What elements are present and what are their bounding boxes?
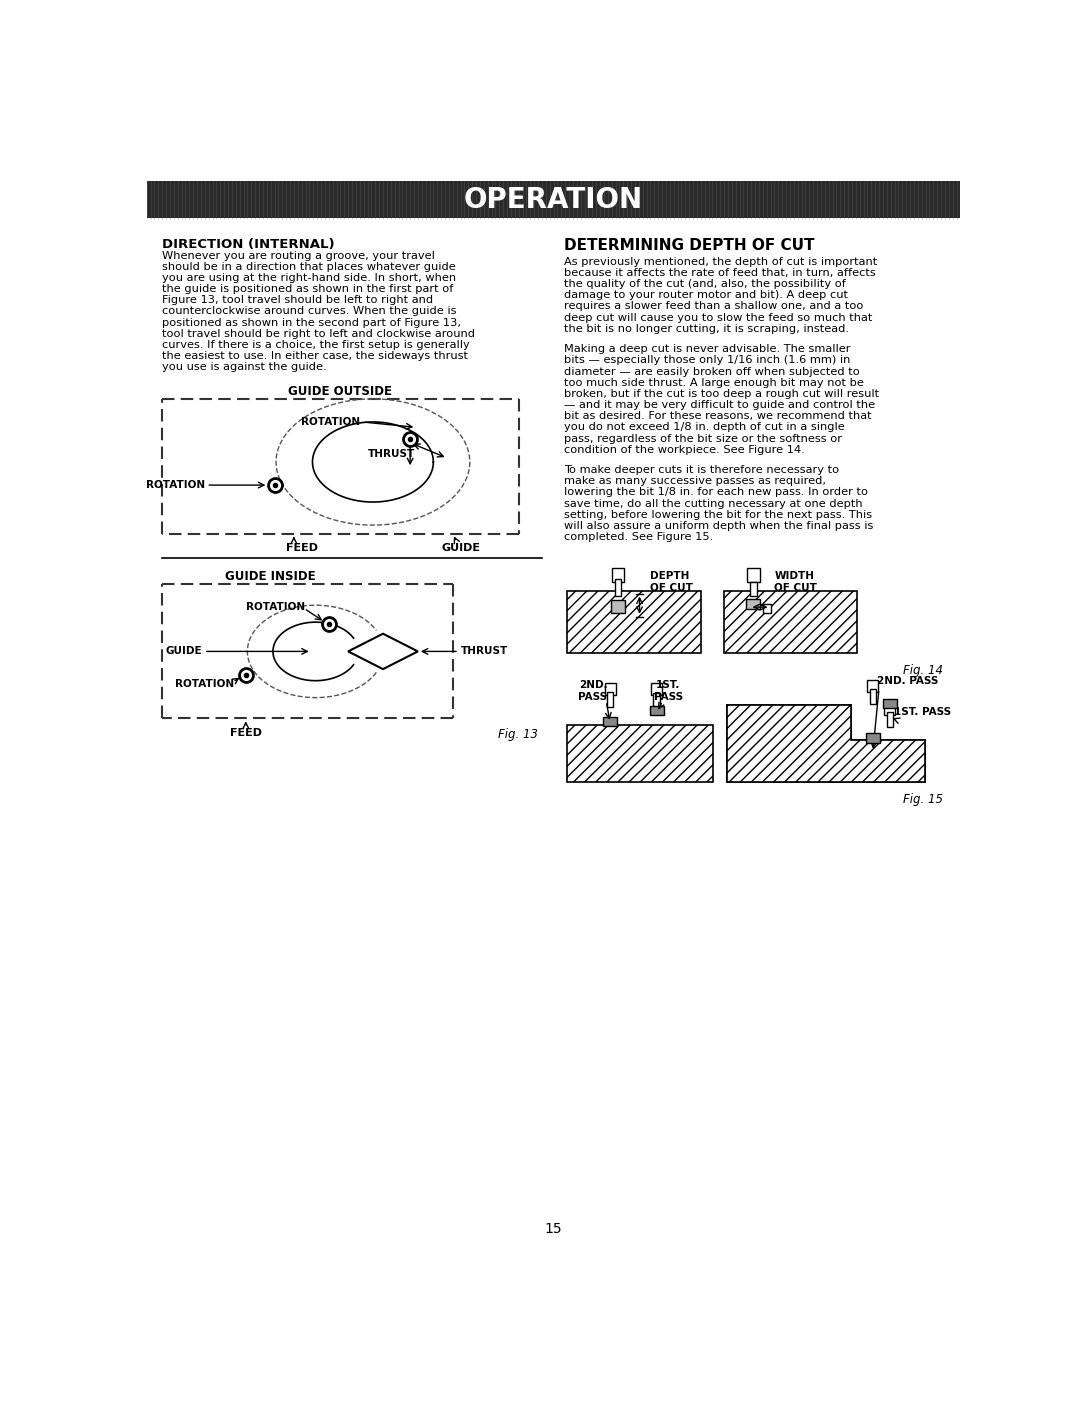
Text: THRUST: THRUST [460, 646, 508, 656]
Bar [567, 725, 713, 782]
Bar [651, 683, 662, 695]
Text: the easiest to use. In either case, the sideways thrust: the easiest to use. In either case, the … [162, 350, 468, 362]
Text: FEED: FEED [285, 543, 318, 552]
Text: ROTATION: ROTATION [146, 479, 205, 491]
Text: THRUST: THRUST [367, 449, 415, 460]
Bar [605, 683, 616, 695]
Bar [762, 604, 770, 613]
Text: will also assure a uniform depth when the final pass is: will also assure a uniform depth when th… [564, 522, 873, 531]
Text: To make deeper cuts it is therefore necessary to: To make deeper cuts it is therefore nece… [564, 465, 839, 475]
Text: the bit is no longer cutting, it is scraping, instead.: the bit is no longer cutting, it is scra… [564, 324, 849, 334]
Text: you are using at the right-hand side. In short, when: you are using at the right-hand side. In… [162, 273, 456, 283]
Bar [887, 712, 893, 728]
Text: Fig. 14: Fig. 14 [903, 665, 943, 677]
Text: make as many successive passes as required,: make as many successive passes as requir… [564, 477, 825, 486]
Text: GUIDE INSIDE: GUIDE INSIDE [226, 569, 316, 583]
Bar [866, 733, 880, 743]
Text: DETERMINING DEPTH OF CUT: DETERMINING DEPTH OF CUT [564, 237, 814, 252]
Text: GUIDE OUTSIDE: GUIDE OUTSIDE [288, 386, 392, 398]
Text: ROTATION: ROTATION [246, 601, 306, 611]
Text: DEPTH
OF CUT: DEPTH OF CUT [650, 571, 693, 593]
Bar [724, 590, 858, 653]
Text: GUIDE: GUIDE [441, 543, 480, 552]
Bar [653, 694, 660, 707]
Text: deep cut will cause you to slow the feed so much that: deep cut will cause you to slow the feed… [564, 313, 872, 322]
Bar [607, 691, 613, 707]
Bar [615, 579, 621, 596]
Text: WIDTH
OF CUT: WIDTH OF CUT [774, 571, 818, 593]
Bar [162, 583, 453, 718]
Text: 2ND. PASS: 2ND. PASS [877, 676, 939, 687]
Text: you use is against the guide.: you use is against the guide. [162, 362, 327, 373]
Text: As previously mentioned, the depth of cut is important: As previously mentioned, the depth of cu… [564, 257, 877, 266]
Text: tool travel should be right to left and clockwise around: tool travel should be right to left and … [162, 329, 475, 339]
Bar [885, 702, 895, 715]
Bar [567, 590, 701, 653]
Text: you do not exceed 1/8 in. depth of cut in a single: you do not exceed 1/8 in. depth of cut i… [564, 422, 845, 432]
Text: requires a slower feed than a shallow one, and a too: requires a slower feed than a shallow on… [564, 301, 863, 311]
Text: ROTATION: ROTATION [300, 416, 360, 428]
Text: because it affects the rate of feed that, in turn, affects: because it affects the rate of feed that… [564, 268, 875, 278]
Text: 1ST.
PASS: 1ST. PASS [653, 680, 683, 702]
Bar [611, 568, 624, 582]
Text: too much side thrust. A large enough bit may not be: too much side thrust. A large enough bit… [564, 377, 863, 388]
Text: curves. If there is a choice, the first setup is generally: curves. If there is a choice, the first … [162, 339, 470, 350]
Bar [751, 582, 757, 596]
Text: should be in a direction that places whatever guide: should be in a direction that places wha… [162, 262, 456, 272]
Bar [867, 680, 878, 691]
Bar [869, 688, 876, 704]
Polygon shape [727, 705, 924, 782]
Text: broken, but if the cut is too deep a rough cut will result: broken, but if the cut is too deep a rou… [564, 388, 879, 398]
Text: — and it may be very difficult to guide and control the: — and it may be very difficult to guide … [564, 400, 875, 409]
Text: diameter — are easily broken off when subjected to: diameter — are easily broken off when su… [564, 366, 860, 377]
Bar [611, 600, 625, 613]
Text: save time, do all the cutting necessary at one depth: save time, do all the cutting necessary … [564, 499, 862, 509]
Bar [603, 716, 617, 726]
Text: the quality of the cut (and, also, the possibility of: the quality of the cut (and, also, the p… [564, 279, 846, 289]
Text: setting, before lowering the bit for the next pass. This: setting, before lowering the bit for the… [564, 510, 872, 520]
Text: condition of the workpiece. See Figure 14.: condition of the workpiece. See Figure 1… [564, 444, 805, 454]
Text: the guide is positioned as shown in the first part of: the guide is positioned as shown in the … [162, 285, 454, 294]
Text: bit as desired. For these reasons, we recommend that: bit as desired. For these reasons, we re… [564, 411, 872, 421]
Text: completed. See Figure 15.: completed. See Figure 15. [564, 533, 713, 543]
Text: FEED: FEED [230, 728, 261, 737]
Bar [882, 698, 896, 708]
Text: ROTATION: ROTATION [175, 679, 234, 688]
Polygon shape [348, 634, 418, 669]
Bar [162, 398, 518, 534]
Bar [746, 599, 760, 610]
Bar [747, 568, 759, 582]
Text: 2ND.
PASS: 2ND. PASS [579, 680, 608, 702]
Text: Fig. 15: Fig. 15 [903, 792, 943, 806]
Text: lowering the bit 1/8 in. for each new pass. In order to: lowering the bit 1/8 in. for each new pa… [564, 488, 867, 498]
Text: pass, regardless of the bit size or the softness or: pass, regardless of the bit size or the … [564, 433, 841, 443]
Text: Fig. 13: Fig. 13 [498, 728, 538, 740]
Text: GUIDE: GUIDE [166, 646, 202, 656]
Bar [147, 181, 960, 219]
Text: DIRECTION (INTERNAL): DIRECTION (INTERNAL) [162, 237, 335, 251]
Text: OPERATION: OPERATION [464, 186, 643, 215]
Text: Whenever you are routing a groove, your travel: Whenever you are routing a groove, your … [162, 251, 435, 261]
Text: bits — especially those only 1/16 inch (1.6 mm) in: bits — especially those only 1/16 inch (… [564, 355, 850, 366]
Text: counterclockwise around curves. When the guide is: counterclockwise around curves. When the… [162, 307, 457, 317]
Text: positioned as shown in the second part of Figure 13,: positioned as shown in the second part o… [162, 318, 461, 328]
Bar [649, 707, 663, 715]
Text: 1ST. PASS: 1ST. PASS [894, 707, 950, 718]
Text: Making a deep cut is never advisable. The smaller: Making a deep cut is never advisable. Th… [564, 343, 850, 355]
Polygon shape [727, 705, 924, 782]
Text: 15: 15 [544, 1223, 563, 1237]
Text: damage to your router motor and bit). A deep cut: damage to your router motor and bit). A … [564, 290, 848, 300]
Text: Figure 13, tool travel should be left to right and: Figure 13, tool travel should be left to… [162, 296, 433, 306]
